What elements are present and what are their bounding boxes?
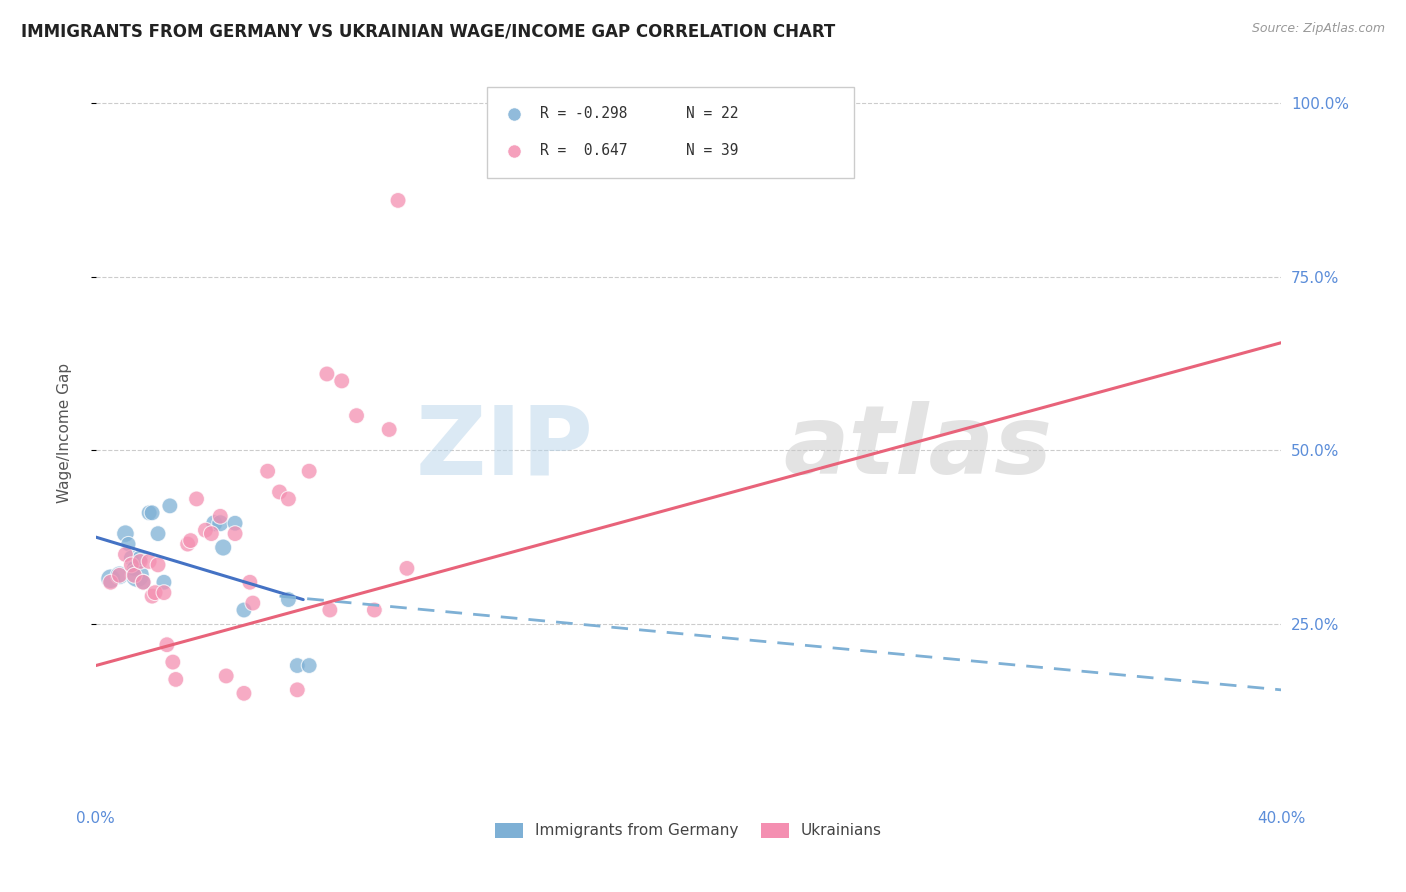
Point xyxy=(186,491,208,506)
Point xyxy=(159,499,181,513)
Point xyxy=(298,658,321,673)
Y-axis label: Wage/Income Gap: Wage/Income Gap xyxy=(58,363,72,503)
Point xyxy=(124,568,146,582)
Point xyxy=(100,572,122,586)
Point xyxy=(242,596,264,610)
Point xyxy=(202,516,225,531)
Point xyxy=(120,558,142,572)
Legend: Immigrants from Germany, Ukrainians: Immigrants from Germany, Ukrainians xyxy=(489,817,889,845)
Point xyxy=(256,464,278,478)
Point xyxy=(298,464,321,478)
Point xyxy=(378,423,401,437)
Point xyxy=(239,575,262,590)
Point xyxy=(143,585,166,599)
Point xyxy=(120,550,142,565)
Point xyxy=(153,575,176,590)
Point xyxy=(363,603,385,617)
Point xyxy=(127,568,149,582)
Point xyxy=(153,585,176,599)
Point xyxy=(316,367,339,381)
Point xyxy=(215,669,238,683)
Point xyxy=(96,139,118,153)
Text: Source: ZipAtlas.com: Source: ZipAtlas.com xyxy=(1251,22,1385,36)
Point xyxy=(277,592,299,607)
Point xyxy=(117,537,139,551)
Point xyxy=(162,655,184,669)
Point xyxy=(129,550,152,565)
Point xyxy=(96,175,118,189)
Point xyxy=(224,516,246,531)
Point xyxy=(100,575,122,590)
Point xyxy=(108,568,131,582)
Point xyxy=(209,516,232,531)
Point xyxy=(114,548,136,562)
Point xyxy=(346,409,368,423)
Point xyxy=(165,673,187,687)
Point xyxy=(141,506,163,520)
Text: IMMIGRANTS FROM GERMANY VS UKRAINIAN WAGE/INCOME GAP CORRELATION CHART: IMMIGRANTS FROM GERMANY VS UKRAINIAN WAG… xyxy=(21,22,835,40)
Point xyxy=(132,575,155,590)
Point xyxy=(233,686,256,700)
Point xyxy=(209,509,232,524)
Text: ZIP: ZIP xyxy=(416,401,593,494)
Point xyxy=(129,554,152,568)
Point xyxy=(319,603,342,617)
Point xyxy=(212,541,235,555)
Point xyxy=(330,374,353,388)
Point xyxy=(114,526,136,541)
Text: N = 39: N = 39 xyxy=(686,144,738,158)
Point xyxy=(224,526,246,541)
Point xyxy=(132,575,155,590)
Point xyxy=(395,561,418,575)
Point xyxy=(387,194,409,208)
Text: atlas: atlas xyxy=(783,401,1052,494)
Point xyxy=(285,682,308,697)
Point xyxy=(146,558,169,572)
Point xyxy=(194,523,217,537)
Point xyxy=(277,491,299,506)
Point xyxy=(200,526,222,541)
Point xyxy=(146,526,169,541)
Point xyxy=(138,506,160,520)
Point xyxy=(176,537,198,551)
Text: R =  0.647: R = 0.647 xyxy=(540,144,628,158)
Text: N = 22: N = 22 xyxy=(686,106,738,121)
Point xyxy=(108,568,131,582)
Point xyxy=(124,561,146,575)
Point xyxy=(180,533,202,548)
Point xyxy=(141,589,163,603)
Point xyxy=(285,658,308,673)
Point xyxy=(138,554,160,568)
FancyBboxPatch shape xyxy=(486,87,855,178)
Point xyxy=(156,638,179,652)
Point xyxy=(269,485,291,500)
Point xyxy=(233,603,256,617)
Text: R = -0.298: R = -0.298 xyxy=(540,106,628,121)
